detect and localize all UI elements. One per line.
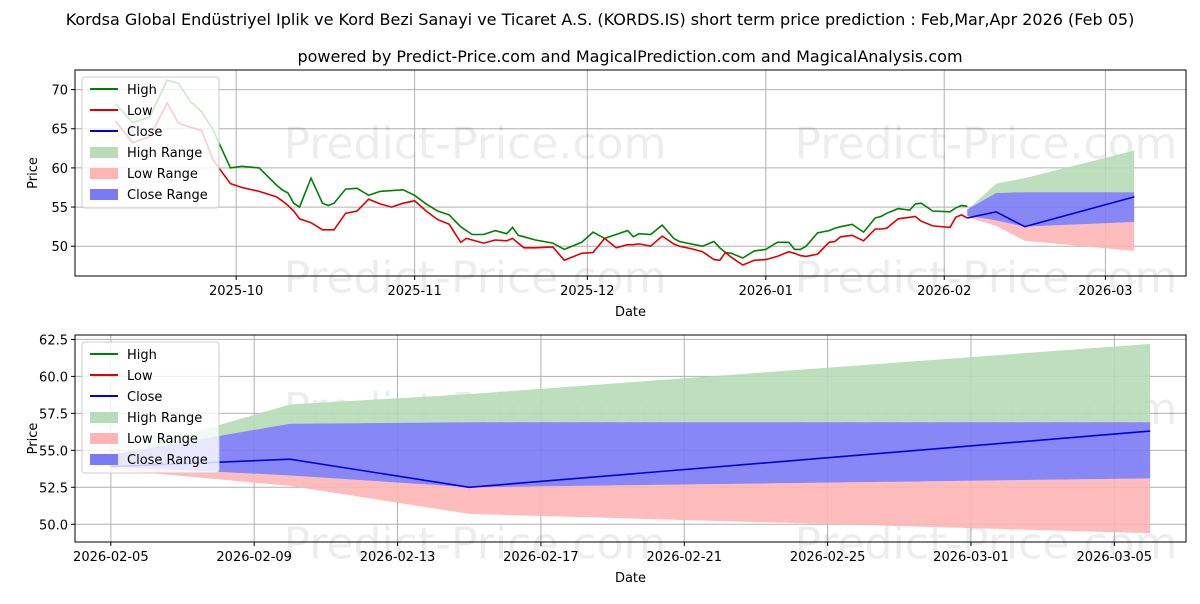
x-tick-label: 2026-02-25 [790, 550, 866, 565]
legend-label-close: Close [127, 390, 162, 405]
low-range-band [110, 466, 1151, 534]
close-forecast-line [967, 196, 1135, 228]
y-tick-label: 55 [51, 201, 68, 216]
legend-label-high: High [127, 83, 157, 98]
x-tick-label: 2026-01 [739, 284, 793, 299]
y-tick-label: 70 [51, 84, 68, 99]
x-axis-label: Date [615, 571, 646, 586]
x-axis-label: Date [615, 305, 646, 320]
x-tick-label: 2026-02-17 [503, 550, 579, 565]
bottom-panel: 2026-02-05 2026-02-09 2026-02-13 2026-02-17… [26, 333, 1187, 586]
y-tick-label: 60.0 [39, 370, 68, 385]
watermark-text: Predict-Price.com [795, 252, 1178, 303]
legend-label-low-range: Low Range [127, 432, 198, 447]
y-tick-label: 50 [51, 240, 68, 255]
high-range-band [110, 343, 1151, 457]
x-tick-label: 2026-02-21 [646, 550, 722, 565]
watermark-text: Predict-Price.com [284, 519, 667, 570]
legend: High Low Close High Range Low Range Close Ran… [81, 341, 220, 474]
low-range-band [967, 215, 1135, 251]
high-range-band [967, 150, 1135, 211]
legend-label-close-range: Close Range [127, 188, 208, 203]
y-tick-label: 52.5 [39, 481, 68, 496]
x-tick-label: 2026-02-05 [73, 550, 149, 565]
watermark-text: Predict-Price.com [284, 119, 667, 170]
low-series-line [114, 101, 968, 266]
y-tick-label: 60 [51, 162, 68, 177]
x-tick-label: 2026-03-01 [933, 550, 1009, 565]
y-axis-label: Price [26, 423, 41, 455]
chart-subtitle: powered by Predict-Price.com and Magical… [297, 47, 962, 66]
x-tick-label: 2025-10 [209, 284, 263, 299]
x-tick-label: 2026-02-09 [216, 550, 292, 565]
high-series-line [114, 79, 968, 259]
legend-swatch-high-range [90, 147, 118, 158]
legend-label-low: Low [127, 369, 153, 384]
x-tick-label: 2026-02-13 [360, 550, 436, 565]
x-tick-label: 2025-12 [560, 284, 614, 299]
legend-label-close-range: Close Range [127, 453, 208, 468]
legend-swatch-close-range [90, 454, 118, 465]
legend-swatch-low-range [90, 433, 118, 444]
legend-swatch-high-range [90, 412, 118, 423]
legend-label-low-range: Low Range [127, 167, 198, 182]
legend-label-high-range: High Range [127, 146, 202, 161]
y-axis-label: Price [26, 157, 41, 189]
legend-label-low: Low [127, 104, 153, 119]
y-tick-label: 62.5 [39, 333, 68, 348]
close-range-band [110, 422, 1151, 488]
x-tick-label: 2026-02 [917, 284, 971, 299]
legend-swatch-low-range [90, 168, 118, 179]
legend-label-high: High [127, 348, 157, 363]
y-tick-label: 55.0 [39, 444, 68, 459]
top-panel: 2025-10 2025-11 2025-12 2026-01 2026-02 2026-… [26, 69, 1187, 320]
watermark-text: Predict-Price.com [284, 252, 667, 303]
y-tick-label: 50.0 [39, 518, 68, 533]
legend-label-close: Close [127, 125, 162, 140]
x-tick-label: 2026-03 [1078, 284, 1132, 299]
plot-area [114, 79, 1135, 266]
legend-swatch-close-range [90, 189, 118, 200]
y-tick-label: 65 [51, 123, 68, 138]
y-tick-label: 57.5 [39, 407, 68, 422]
axes-frame [74, 334, 1187, 543]
chart-title: Kordsa Global Endüstriyel Iplik ve Kord … [66, 10, 1135, 29]
axes-frame [74, 69, 1187, 277]
legend: High Low Close High Range Low Range Close Ran… [81, 76, 220, 209]
plot-area [110, 343, 1151, 534]
x-tick-label: 2026-03-05 [1077, 550, 1153, 565]
legend-label-high-range: High Range [127, 411, 202, 426]
x-tick-label: 2025-11 [387, 284, 441, 299]
